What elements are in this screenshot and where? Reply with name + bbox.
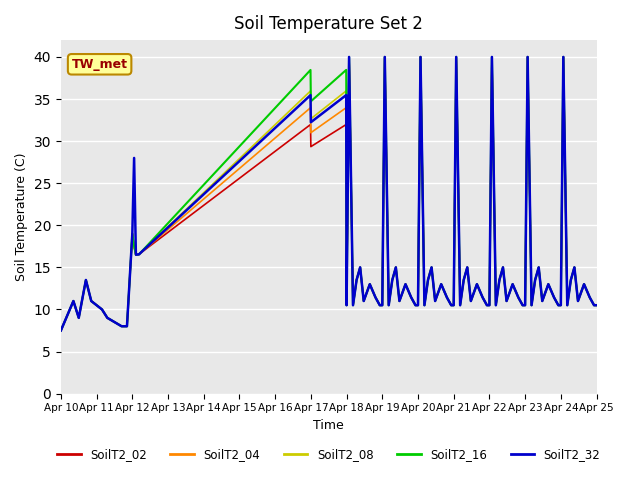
Line: SoilT2_08: SoilT2_08 xyxy=(61,57,596,330)
SoilT2_16 xyxy=(97,306,105,312)
SoilT2_16 xyxy=(525,122,532,128)
SoilT2_02 xyxy=(221,187,228,192)
SoilT2_04 xyxy=(345,54,353,60)
SoilT2_02 xyxy=(507,286,515,292)
SoilT2_16 xyxy=(345,54,353,60)
SoilT2_08 xyxy=(57,327,65,333)
SoilT2_04 xyxy=(221,179,228,184)
SoilT2_32 xyxy=(369,288,376,294)
SoilT2_08 xyxy=(369,288,376,294)
SoilT2_32 xyxy=(178,212,186,217)
Line: SoilT2_32: SoilT2_32 xyxy=(61,57,596,330)
SoilT2_32 xyxy=(221,172,228,178)
Legend: SoilT2_02, SoilT2_04, SoilT2_08, SoilT2_16, SoilT2_32: SoilT2_02, SoilT2_04, SoilT2_08, SoilT2_… xyxy=(52,443,605,466)
X-axis label: Time: Time xyxy=(314,419,344,432)
SoilT2_08 xyxy=(97,306,105,312)
SoilT2_02 xyxy=(97,306,105,312)
SoilT2_32 xyxy=(97,306,105,312)
Y-axis label: Soil Temperature (C): Soil Temperature (C) xyxy=(15,153,28,281)
SoilT2_02 xyxy=(178,219,186,225)
SoilT2_32 xyxy=(593,302,600,308)
Text: TW_met: TW_met xyxy=(72,58,127,71)
SoilT2_16 xyxy=(593,302,600,308)
Line: SoilT2_04: SoilT2_04 xyxy=(61,57,596,330)
SoilT2_08 xyxy=(178,211,186,216)
SoilT2_04 xyxy=(525,122,532,128)
SoilT2_08 xyxy=(525,122,532,128)
SoilT2_04 xyxy=(178,215,186,221)
SoilT2_02 xyxy=(369,288,376,294)
SoilT2_16 xyxy=(507,286,515,292)
SoilT2_04 xyxy=(57,327,65,333)
SoilT2_04 xyxy=(97,306,105,312)
Line: SoilT2_16: SoilT2_16 xyxy=(61,57,596,330)
SoilT2_04 xyxy=(507,286,515,292)
SoilT2_08 xyxy=(507,286,515,292)
SoilT2_32 xyxy=(57,327,65,333)
Title: Soil Temperature Set 2: Soil Temperature Set 2 xyxy=(234,15,423,33)
SoilT2_16 xyxy=(369,288,376,294)
SoilT2_16 xyxy=(221,160,228,166)
SoilT2_32 xyxy=(507,286,515,292)
SoilT2_08 xyxy=(345,54,353,60)
SoilT2_04 xyxy=(369,288,376,294)
SoilT2_32 xyxy=(525,122,532,128)
SoilT2_02 xyxy=(525,122,532,128)
SoilT2_08 xyxy=(593,302,600,308)
SoilT2_16 xyxy=(178,206,186,212)
SoilT2_32 xyxy=(345,54,353,60)
SoilT2_16 xyxy=(57,327,65,333)
SoilT2_02 xyxy=(593,302,600,308)
Line: SoilT2_02: SoilT2_02 xyxy=(61,57,596,330)
SoilT2_04 xyxy=(593,302,600,308)
SoilT2_02 xyxy=(345,54,353,60)
SoilT2_08 xyxy=(221,170,228,176)
SoilT2_02 xyxy=(57,327,65,333)
